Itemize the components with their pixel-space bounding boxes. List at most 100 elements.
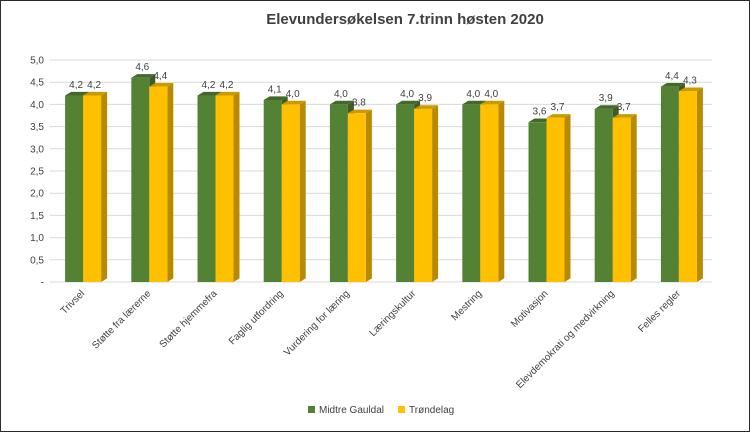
bar [83,95,102,283]
data-label: 4,0 [286,89,300,100]
bar-side [167,83,174,282]
data-label: 4,0 [334,89,348,100]
bar-top [197,91,222,96]
y-tick-label: 4,0 [30,100,44,111]
bar-top [594,105,619,109]
legend-swatch [398,406,406,413]
data-label: 3,9 [599,93,613,104]
data-label: 4,6 [135,62,149,73]
data-label: 4,0 [400,89,414,100]
bar-top [546,114,571,118]
data-label: 3,6 [533,107,547,118]
x-tick-label: Trivsel [59,288,87,316]
data-label: 4,4 [665,71,679,82]
data-label: 4,0 [466,89,480,100]
bar [462,104,481,283]
data-label: 4,4 [153,71,167,82]
bar [612,117,631,282]
bar [329,104,348,283]
bar-side [299,100,306,282]
y-tick-label: 5,0 [30,56,44,67]
data-label: 4,3 [683,75,697,86]
y-tick-label: 2,0 [30,189,44,200]
bar-side [101,91,108,282]
bar [660,86,679,282]
data-label: 3,9 [418,93,432,104]
bar-top [329,100,354,105]
bar [594,108,613,282]
data-label: 3,7 [617,102,631,113]
bar [396,104,415,283]
bar [528,122,547,282]
bar [65,95,84,283]
bar [347,113,366,282]
bar-side [498,100,505,282]
y-tick-label: 2,5 [30,167,44,178]
data-labels: 4,2 4,2 4,6 4,4 4,2 4,2 4,1 4,0 4,0 3,8 4,0 3,9 4,0 4… [69,62,697,117]
legend-swatch [308,406,315,413]
data-label: 4,2 [202,80,216,91]
bar-top [414,105,439,109]
bar-top [462,100,487,105]
legend: Midtre Gauldal Trøndelag [308,405,454,416]
bar-side [432,105,439,283]
bar-top [149,83,174,87]
y-tick-label: 4,5 [30,78,44,89]
bar-top [678,87,703,92]
bar-top [660,83,685,87]
bar [480,104,499,283]
y-tick-label: 1,0 [30,233,44,244]
legend-label: Midtre Gauldal [319,405,384,416]
bar [197,95,216,283]
y-tick-label: 3,0 [30,144,44,155]
y-tick-label: 0,5 [30,255,44,266]
data-label: 4,1 [268,84,282,95]
data-label: 4,2 [69,80,83,91]
x-tick-label: Motivasjon [509,288,551,330]
y-tick-label: 3,5 [30,122,44,133]
legend-label: Trøndelag [409,405,454,416]
bar-top [215,91,240,96]
bar [546,117,565,282]
bar-top [396,100,421,105]
bar [678,91,697,282]
bar-top [83,91,108,96]
x-tick-label: Læringskultur [368,288,419,339]
bar-side [696,87,703,282]
data-label: 3,7 [551,102,565,113]
bar-top [612,114,637,118]
bar-top [65,91,90,96]
y-tick-label: 1,5 [30,211,44,222]
bar [281,104,300,283]
data-label: 3,8 [352,98,366,109]
bar-top [263,96,288,100]
bar [149,86,168,282]
bar-top [347,109,372,114]
bars [65,74,703,283]
bar-top [480,100,505,105]
x-tick-label: Mestring [450,288,485,323]
bar-side [233,91,240,282]
bar-top [131,74,156,78]
x-tick-label: Støtte hjemmefra [158,288,220,350]
bar [215,95,234,283]
data-label: 4,2 [220,80,234,91]
x-axis: Trivsel Støtte fra lærerne Støtte hjemmefr… [59,288,684,391]
bar-top [281,100,306,105]
bar-side [564,114,571,283]
y-axis: - 0,5 1,0 1,5 2,0 2,5 3,0 3,5 4,0 4,5 5,0 [30,56,44,289]
bar [131,77,150,282]
data-label: 4,2 [87,80,101,91]
x-tick-label: Vurdering for læring [282,288,352,358]
x-tick-label: Støtte fra lærerne [90,288,153,351]
x-tick-label: Felles regler [636,288,683,335]
bar [414,108,433,282]
bar-side [630,114,637,283]
data-label: 4,0 [484,89,498,100]
y-tick-label: - [41,278,44,289]
x-tick-label: Faglig utfordring [227,288,286,347]
bar-side [365,109,372,283]
bar [263,99,282,283]
chart-title: Elevundersøkelsen 7.trinn høsten 2020 [266,11,544,28]
